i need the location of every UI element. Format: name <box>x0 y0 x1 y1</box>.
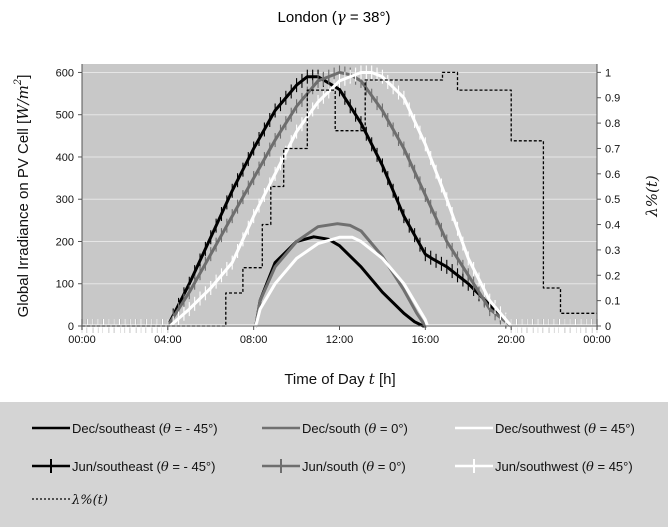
legend-item-lambda: λ%(t) <box>32 493 108 508</box>
chart-title-suffix: = 38°) <box>346 9 391 26</box>
y2-tick-label-1: 0.1 <box>605 296 620 308</box>
legend: Dec/southeast (θ = - 45°) Dec/south (θ = … <box>32 421 635 508</box>
legend-label-jun_se: Jun/southeast (θ = - 45°) <box>72 459 215 475</box>
legend-label-prefix-dec_sw: Dec/southwest ( <box>495 421 589 436</box>
series-line-dec_s <box>82 222 597 328</box>
legend-label-dec_se: Dec/southeast (θ = - 45°) <box>72 421 218 437</box>
y-tick-label-4: 400 <box>56 152 74 164</box>
y2-axis-label: λ%(t) <box>643 175 661 218</box>
x-tick-label-2: 08:00 <box>240 334 268 346</box>
x-axis-label: Time of Day t [h] <box>284 370 395 388</box>
x-tick-label-5: 20:00 <box>497 334 525 346</box>
y2-tick-label-5: 0.5 <box>605 194 620 206</box>
y2-tick-label-8: 0.8 <box>605 118 620 130</box>
legend-item-dec_sw: Dec/southwest (θ = 45°) <box>455 421 635 437</box>
series-dec_sw <box>82 235 597 328</box>
chart-title: London (γ = 38°) <box>278 8 391 26</box>
x-axis-label-prefix: Time of Day <box>284 371 368 388</box>
legend-label-prefix-dec_se: Dec/southeast ( <box>72 421 164 436</box>
series-line-dec_sw <box>82 235 597 328</box>
x-tick-label-1: 04:00 <box>154 334 182 346</box>
y-axis-label-sup: 2 <box>13 79 24 86</box>
legend-label-symbol-dec_sw: θ <box>588 422 596 437</box>
legend-label-dec_s: Dec/south (θ = 0°) <box>302 421 408 437</box>
legend-label-suffix-jun_s: = 0°) <box>374 459 406 474</box>
legend-item-dec_s: Dec/south (θ = 0°) <box>262 421 408 437</box>
y-axis-label: Global Irradiance on PV Cell [W/m2] <box>13 75 32 318</box>
legend-label-jun_sw: Jun/southwest (θ = 45°) <box>495 459 633 475</box>
series-dec_s <box>82 222 597 328</box>
legend-label-symbol-dec_s: θ <box>368 422 376 437</box>
legend-item-jun_se: Jun/southeast (θ = - 45°) <box>32 459 215 475</box>
plot-area <box>82 64 597 326</box>
y2-tick-label-2: 0.2 <box>605 270 620 282</box>
legend-label-suffix-dec_sw: = 45°) <box>596 421 635 436</box>
series-layer <box>81 65 598 333</box>
y2-tick-label-3: 0.3 <box>605 245 620 257</box>
y-axis-label-math: W/m <box>14 85 32 120</box>
y2-tick-label-6: 0.6 <box>605 169 620 181</box>
legend-box <box>0 402 668 527</box>
x-axis-label-suffix: [h] <box>375 371 396 388</box>
y-axis-label-suffix: ] <box>15 75 32 79</box>
y-tick-label-1: 100 <box>56 279 74 291</box>
x-tick-label-3: 12:00 <box>326 334 354 346</box>
legend-label-prefix-jun_sw: Jun/southwest ( <box>495 459 587 474</box>
legend-label-prefix-jun_s: Jun/south ( <box>302 459 367 474</box>
x-tick-label-6: 00:00 <box>583 334 611 346</box>
legend-label-suffix-dec_se: = - 45°) <box>171 421 218 436</box>
chart-title-symbol: γ <box>337 8 346 26</box>
x-tick-label-4: 16:00 <box>412 334 440 346</box>
y-tick-label-6: 600 <box>56 67 74 79</box>
y2-tick-label-9: 0.9 <box>605 93 620 105</box>
legend-label-symbol-jun_sw: θ <box>586 460 594 475</box>
legend-label-suffix-jun_se: = - 45°) <box>169 459 216 474</box>
y-tick-label-5: 500 <box>56 110 74 122</box>
legend-label-jun_s: Jun/south (θ = 0°) <box>302 459 406 475</box>
y-tick-label-0: 0 <box>68 321 74 333</box>
y-axis-label-prefix: Global Irradiance on PV Cell [ <box>15 119 32 317</box>
legend-label-symbol-jun_s: θ <box>366 460 374 475</box>
legend-label-prefix-jun_se: Jun/southeast ( <box>72 459 162 474</box>
legend-label-suffix-dec_s: = 0°) <box>376 421 408 436</box>
x-tick-label-0: 00:00 <box>68 334 96 346</box>
y2-tick-label-4: 0.4 <box>605 220 620 232</box>
legend-item-jun_s: Jun/south (θ = 0°) <box>262 459 406 475</box>
legend-label-symbol-lambda: λ%(t) <box>71 493 108 508</box>
legend-label-prefix-dec_s: Dec/south ( <box>302 421 369 436</box>
chart-title-prefix: London ( <box>278 9 337 26</box>
legend-label-dec_sw: Dec/southwest (θ = 45°) <box>495 421 635 437</box>
legend-label-suffix-jun_sw: = 45°) <box>594 459 633 474</box>
y-tick-label-2: 200 <box>56 236 74 248</box>
legend-label-symbol-dec_se: θ <box>163 422 171 437</box>
y2-tick-label-0: 0 <box>605 321 611 333</box>
legend-label-symbol-jun_se: θ <box>161 460 169 475</box>
y2-tick-label-7: 0.7 <box>605 143 620 155</box>
grid-lines <box>82 71 597 327</box>
y-tick-label-3: 300 <box>56 194 74 206</box>
axes <box>78 64 601 330</box>
y2-tick-label-10: 1 <box>605 67 611 79</box>
legend-label-lambda: λ%(t) <box>71 493 108 508</box>
x-axis-label-symbol: t <box>369 370 376 388</box>
tick-labels: 00:00 04:00 08:00 12:00 16:00 20:00 00:0001002… <box>56 67 621 346</box>
legend-item-dec_se: Dec/southeast (θ = - 45°) <box>32 421 218 437</box>
legend-item-jun_sw: Jun/southwest (θ = 45°) <box>455 459 633 475</box>
